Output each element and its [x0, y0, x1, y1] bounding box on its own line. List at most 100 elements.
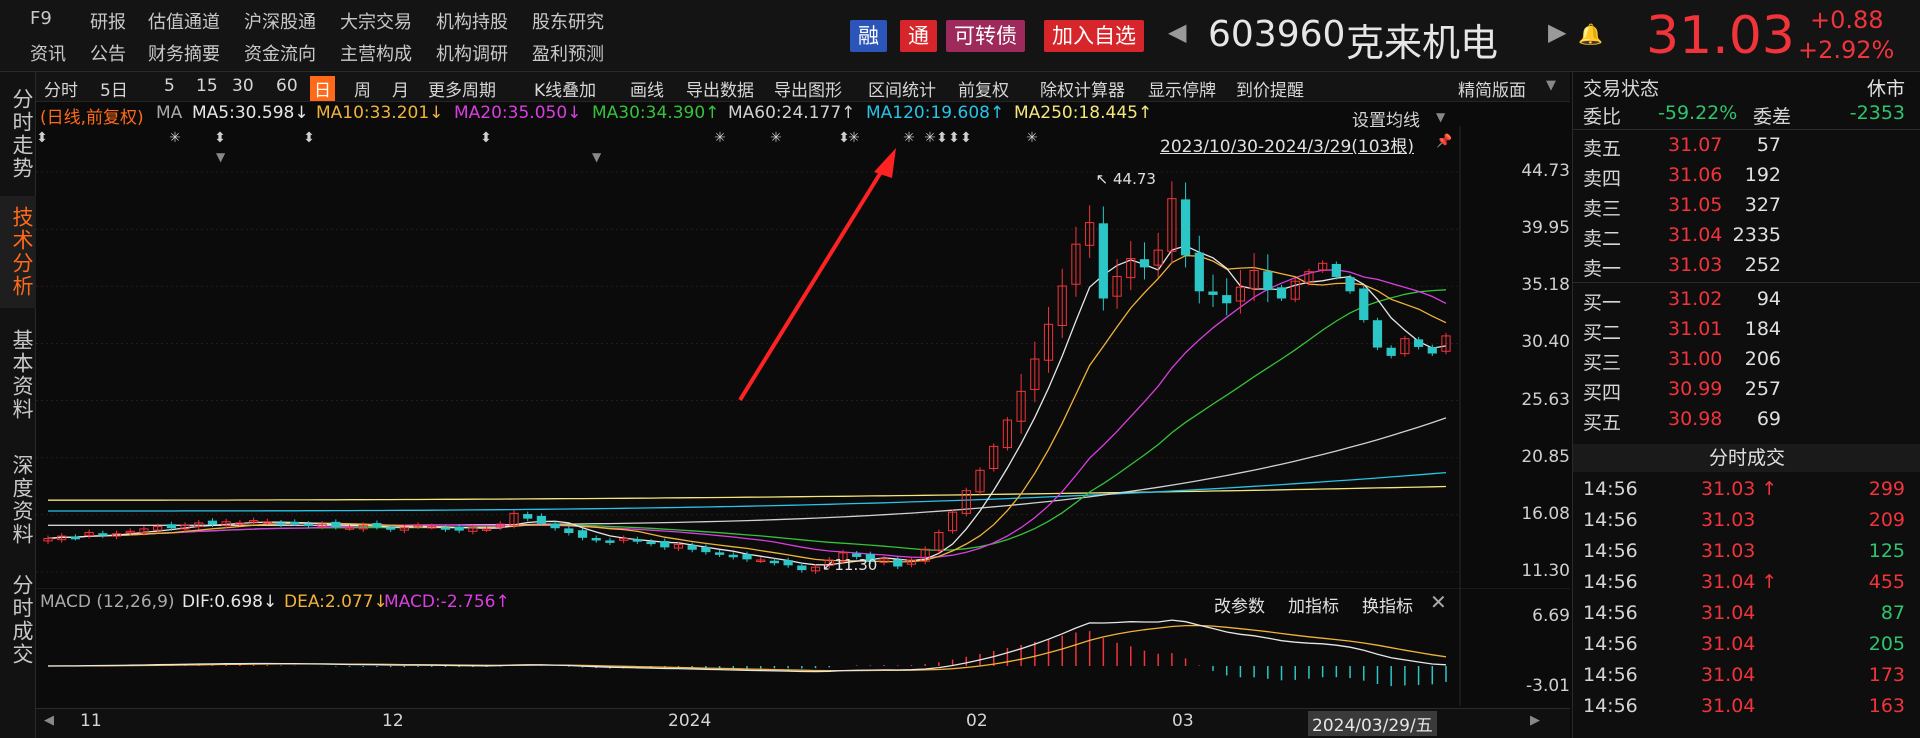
buy-price: 31.01 — [1668, 318, 1723, 340]
candle-body — [906, 559, 917, 565]
weicha-label: 委差 — [1753, 106, 1792, 128]
toolbar-item-14[interactable]: 区间统计 — [868, 81, 936, 101]
scroll-left-icon[interactable]: ◀ — [44, 713, 54, 728]
trade-status-value: 休市 — [1866, 78, 1905, 100]
candle-body — [605, 540, 615, 543]
toolbar-item-1[interactable]: 5日 — [100, 81, 128, 101]
toolbar-item-4[interactable]: 30 — [232, 76, 254, 96]
top-nav-2[interactable]: 估值通道 — [148, 12, 220, 33]
top-nav-6[interactable]: 股东研究 — [532, 12, 604, 33]
tick-volume: 163 — [1868, 695, 1905, 717]
top-nav2-4[interactable]: 主营构成 — [340, 44, 412, 65]
badge-button-3[interactable]: 加入自选 — [1044, 20, 1144, 52]
buy-row: 买一 31.02 94 — [1573, 286, 1920, 316]
top-nav-3[interactable]: 沪深股通 — [244, 12, 316, 33]
tick-time: 14:56 — [1583, 695, 1638, 717]
current-price: 31.03 — [1646, 6, 1795, 66]
toolbar-item-8[interactable]: 月 — [392, 81, 409, 101]
top-nav2-6[interactable]: 盈利预测 — [532, 44, 604, 65]
left-tab-4[interactable]: 分时成交 — [10, 574, 34, 666]
top-nav-0[interactable]: F9 — [30, 8, 52, 29]
macd-dea: DEA:2.077↓ — [284, 592, 388, 612]
badge-button-2[interactable]: 可转债 — [946, 20, 1025, 52]
macd-action-2[interactable]: 换指标 — [1362, 597, 1413, 617]
x-label-3: 02 — [966, 711, 988, 731]
badge-button-0[interactable]: 融 — [850, 20, 887, 52]
chevron-down-icon[interactable]: ▼ — [1546, 78, 1556, 93]
top-nav-5[interactable]: 机构持股 — [436, 12, 508, 33]
candlestick-chart[interactable]: ⬍ ✳ ⬍ ⬍ ⬍ ✳ ✳ ⬍✳ ✳ ✳ ⬍ ⬍ ⬍ ✳↖ 44.73↙11.30 — [36, 126, 1570, 604]
tick-price: 31.04 — [1701, 664, 1756, 686]
sell-label: 卖五 — [1583, 138, 1622, 160]
candle-body — [947, 511, 958, 532]
candle-body — [207, 520, 218, 525]
buy-label: 买一 — [1583, 292, 1622, 314]
tick-row: 14:56 31.03 ↑ 299 — [1573, 476, 1920, 506]
sell-label: 卖四 — [1583, 168, 1622, 190]
macd-chart[interactable] — [36, 588, 1570, 706]
trade-status-row: 交易状态 休市 — [1573, 72, 1920, 102]
candle-body — [564, 528, 574, 534]
left-tab-1[interactable]: 技术分析 — [0, 196, 36, 308]
toolbar-item-6[interactable]: 日 — [310, 76, 335, 101]
toolbar-chevron-icon[interactable]: ▼ — [592, 150, 602, 164]
toolbar-item-9[interactable]: 更多周期 — [428, 81, 496, 101]
macd-value: MACD:-2.756↑ — [384, 592, 510, 612]
toolbar-item-10[interactable]: K线叠加 — [534, 81, 597, 101]
candle-body — [879, 558, 889, 563]
left-tab-0[interactable]: 分时走势 — [10, 88, 34, 180]
candle-body — [1153, 249, 1163, 266]
candle-body — [619, 537, 629, 541]
toolbar-item-16[interactable]: 除权计算器 — [1040, 81, 1125, 101]
toolbar-item-5[interactable]: 60 — [276, 76, 298, 96]
left-tab-3[interactable]: 深度资料 — [10, 454, 34, 546]
top-nav-1[interactable]: 研报 — [90, 12, 126, 33]
tick-time: 14:56 — [1583, 633, 1638, 655]
toolbar-item-11[interactable]: 画线 — [630, 81, 664, 101]
scroll-right-icon[interactable]: ▶ — [1530, 713, 1540, 728]
ma-settings-button[interactable]: 设置均线 — [1352, 111, 1420, 131]
buy-volume: 69 — [1756, 408, 1781, 430]
tick-volume: 209 — [1868, 509, 1905, 531]
top-nav-4[interactable]: 大宗交易 — [340, 12, 412, 33]
toolbar-item-12[interactable]: 导出数据 — [686, 81, 754, 101]
macd-action-1[interactable]: 加指标 — [1288, 597, 1339, 617]
top-nav2-2[interactable]: 财务摘要 — [148, 44, 220, 65]
badge-button-1[interactable]: 通 — [900, 20, 937, 52]
pin-icon[interactable]: 📌 — [1436, 134, 1453, 149]
toolbar-item-2[interactable]: 5 — [164, 76, 175, 96]
toolbar-chevron-icon[interactable]: ▼ — [216, 150, 226, 164]
y-tick-4: 25.63 — [1521, 389, 1570, 410]
ma-settings-chevron-icon[interactable]: ▼ — [1436, 110, 1446, 124]
candle-body — [701, 546, 711, 553]
y-tick-3: 30.40 — [1521, 332, 1570, 353]
buy-label: 买三 — [1583, 352, 1622, 374]
toolbar-item-7[interactable]: 周 — [354, 81, 371, 101]
toolbar-item-0[interactable]: 分时 — [44, 81, 78, 101]
event-marker-icon: ⬍ — [480, 130, 492, 146]
top-nav2-1[interactable]: 公告 — [90, 44, 126, 65]
webi-row: 委比 -59.22% 委差 -2353 — [1573, 100, 1920, 130]
bell-icon[interactable]: 🔔 — [1578, 22, 1603, 46]
top-nav2-3[interactable]: 资金流向 — [244, 44, 316, 65]
toolbar-item-18[interactable]: 到价提醒 — [1236, 81, 1304, 101]
macd-action-0[interactable]: 改参数 — [1214, 597, 1265, 617]
top-nav2-0[interactable]: 资讯 — [30, 44, 66, 65]
candle-body — [989, 445, 999, 470]
left-tab-2[interactable]: 基本资料 — [10, 329, 34, 421]
candle-body — [454, 526, 464, 531]
toolbar-item-13[interactable]: 导出图形 — [774, 81, 842, 101]
next-stock-icon[interactable]: ▶ — [1548, 18, 1567, 46]
tick-price: 31.04 ↑ — [1701, 571, 1778, 593]
prev-stock-icon[interactable]: ◀ — [1168, 18, 1187, 46]
close-icon[interactable]: ✕ — [1430, 590, 1447, 614]
candle-body — [303, 523, 314, 527]
simple-layout-button[interactable]: 精简版面 — [1458, 81, 1526, 101]
top-nav2-5[interactable]: 机构调研 — [436, 44, 508, 65]
tick-price: 31.03 — [1701, 540, 1756, 562]
candle-body — [797, 565, 807, 571]
toolbar-item-15[interactable]: 前复权 — [958, 81, 1009, 101]
candle-body — [1386, 347, 1396, 356]
toolbar-item-17[interactable]: 显示停牌 — [1148, 81, 1216, 101]
toolbar-item-3[interactable]: 15 — [196, 76, 218, 96]
